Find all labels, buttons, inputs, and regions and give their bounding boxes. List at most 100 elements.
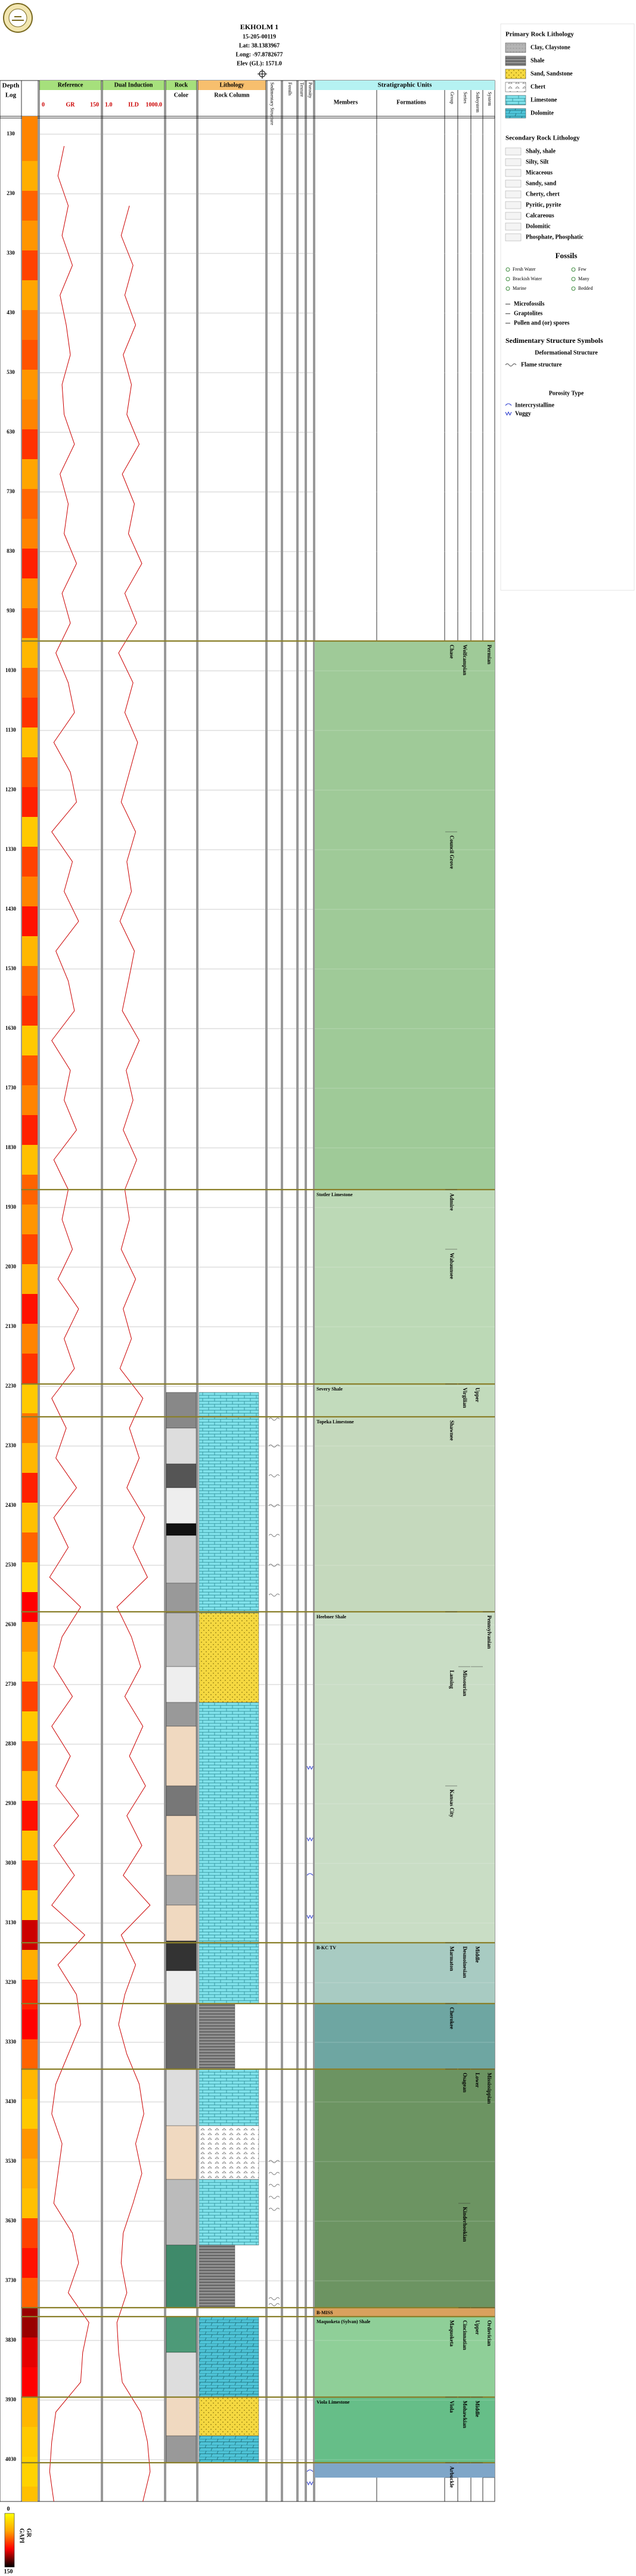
gr-color-cell [22,1234,38,1264]
rock-color [166,1428,197,1465]
reference-header: Reference [58,82,83,88]
rock-color [166,1583,197,1614]
gr-max: 150 [90,101,99,108]
gr-color-cell [22,1026,38,1055]
legend-label: Graptolites [514,310,542,317]
lithology-header: Lithology [219,82,244,88]
strat-unit [315,2463,495,2478]
gr-color-cell [22,161,38,191]
gr-name: GR [66,101,76,108]
dual-header: Dual Induction [114,82,153,88]
legend-subtitle: Porosity Type [549,390,584,397]
gr-color-cell [22,578,38,608]
legend-swatch [505,233,522,242]
gr-curve [49,145,89,2502]
legend-label: Pyritic, pyrite [526,202,561,208]
flame-structure [268,2184,280,2187]
groups-label: Council Grove [449,835,455,869]
gr-color-cell [22,2457,38,2487]
legend-pattern [505,95,526,105]
series-label: Desmoinesian [462,1946,468,1978]
flame-structure [268,2172,280,2175]
rock-color [166,2316,197,2353]
groups-label: Marmaton [449,1946,455,1971]
lithology-pattern [198,2244,235,2308]
flame-structure [268,2303,280,2306]
member-label: Stotler Limestone [317,1192,353,1197]
rock-color [166,1940,197,1971]
lithology-pattern [198,2003,235,2070]
fossils-header: Fossils [287,82,293,95]
groups-label: Shawnee [449,1420,455,1441]
systems-label: Ordovician [486,2320,492,2346]
gr-color-cell [22,1562,38,1592]
member-label: B-MISS [317,2310,333,2315]
legend-icon [505,286,510,291]
lithology-pattern [198,2125,259,2180]
legend-title: Secondary Rock Lithology [505,135,580,142]
gr-color-cell [22,1682,38,1711]
depth-tick-label: 3730 [5,2277,17,2283]
gr-color-cell [22,1324,38,1354]
legend-label: Many [578,276,590,281]
depth-tick-label: 530 [7,369,15,375]
scale-max: 150 [4,2568,13,2575]
gr-color-cell [22,757,38,787]
legend-icon [505,403,512,406]
rock-color [166,1523,197,1536]
subsystems-label: Upper [474,1388,480,1402]
depth-tick-label: 1530 [5,965,17,971]
legend-label: Clay, Claystone [530,44,570,51]
legend-title: Sedimentary Structure Symbols [505,336,603,345]
depth-tick-label: 1230 [5,787,17,792]
depth-tick-label: 3630 [5,2218,17,2224]
gr-color-cell [22,1652,38,1682]
gr-color-cell [22,906,38,936]
gr-color-cell [22,2159,38,2188]
legend-label: Shale [530,57,545,64]
gr-color-cell [22,847,38,877]
rock-color [166,1612,197,1667]
gr-color-cell [22,1145,38,1175]
gr-color-cell [22,936,38,966]
rock-color [166,1970,197,2004]
gr-color-cell [22,1115,38,1145]
legend-label: Dolomitic [526,223,551,230]
legend-title: Fossils [556,251,578,260]
legend-swatch [505,158,522,166]
groups-label: Chase [449,645,455,659]
legend-label: Sand, Sandstone [530,70,573,77]
depth-tick-label: 1630 [5,1025,17,1031]
lithology-pattern [198,1702,259,2004]
legend-frame [500,23,635,591]
gr-color-cell [22,1264,38,1294]
legend-icon [571,286,576,291]
depth-tick-label: 1730 [5,1085,17,1091]
gr-color-cell [22,2188,38,2218]
ild-max: 1000.0 [146,101,163,108]
group-header: Group [449,92,455,104]
series-label: Virgilian [462,1388,468,1408]
rock-color [166,2244,197,2308]
legend-swatch [505,179,522,188]
gr-color-cell [22,698,38,727]
series-label: Kinderhookian [462,2207,468,2242]
depth-tick-label: 830 [7,548,15,554]
gr-color-cell [22,877,38,906]
well-long: Long: -97.8782677 [236,51,283,58]
gr-color-cell [22,2039,38,2069]
flame-structure [268,2207,280,2211]
flame-structure [268,1417,280,1421]
strat-unit [315,641,495,1190]
flame-structure [268,2160,280,2163]
depth-tick-label: 930 [7,608,15,614]
gr-color-cell [22,1950,38,1980]
depth-tick-label: 2730 [5,1681,17,1687]
gr-color-cell [22,1055,38,1085]
porosity-mark [306,1837,314,1842]
lithology-pattern [198,1612,259,1703]
lithology-pattern [198,2179,259,2246]
gr-color-cell [22,250,38,280]
gr-color-cell [22,549,38,578]
gr-color-cell [22,1383,38,1413]
